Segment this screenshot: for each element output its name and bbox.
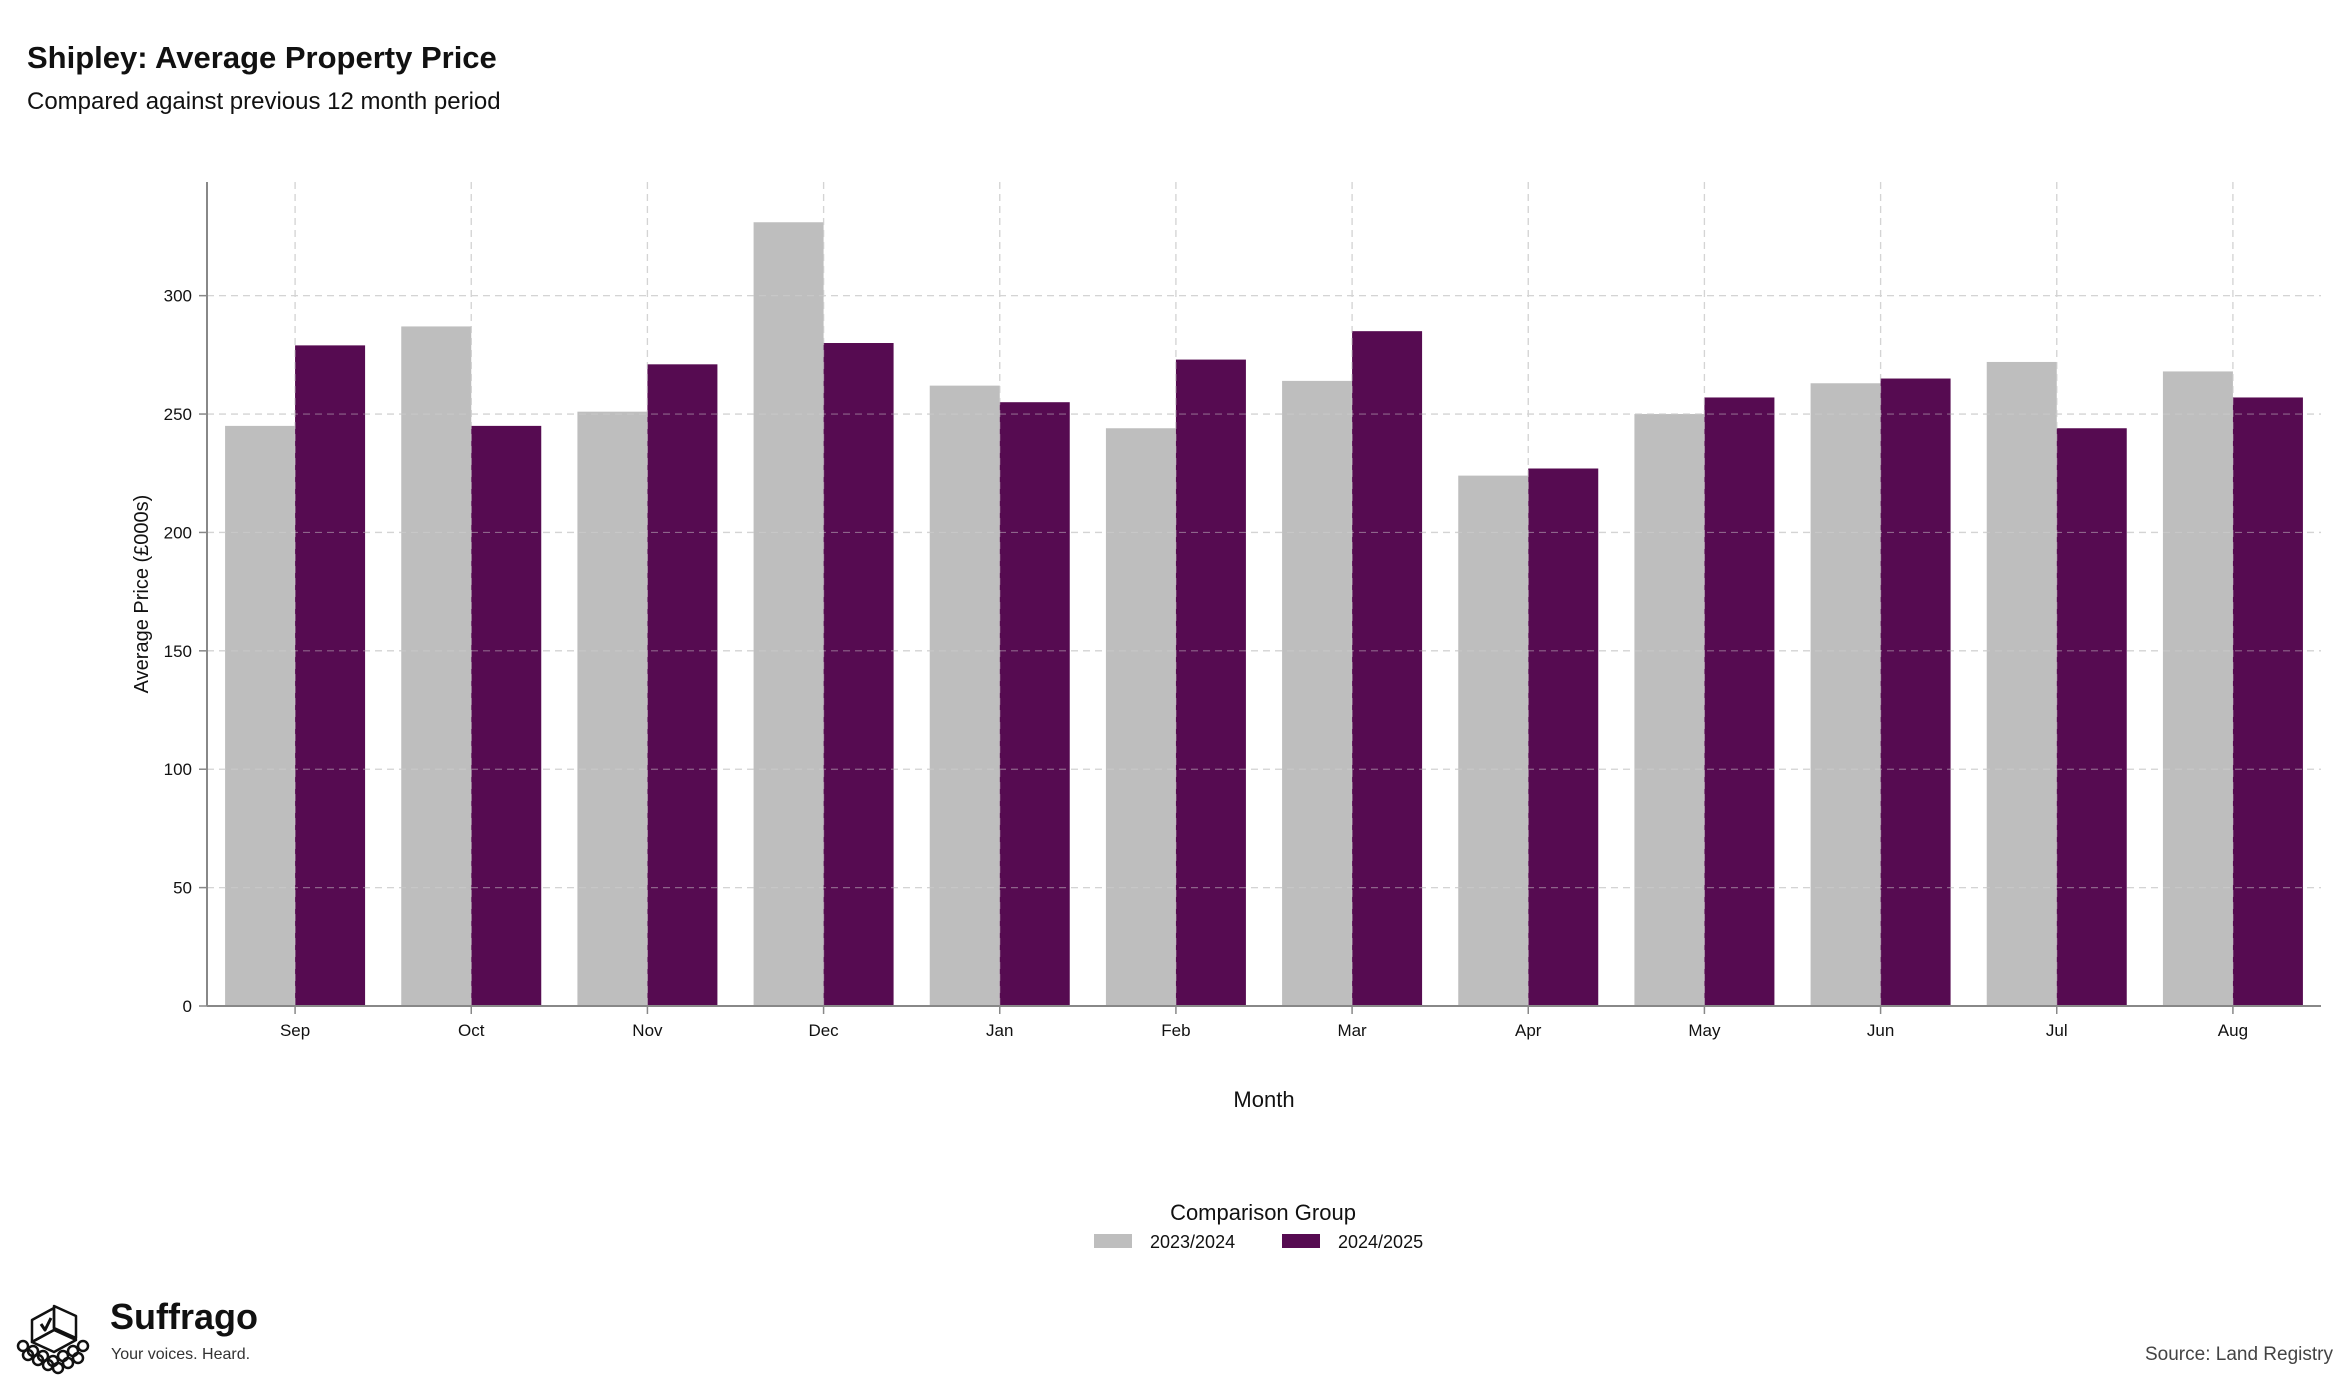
- bar-sep-2024-2025: [295, 345, 366, 1007]
- x-tick-label-dec: Dec: [808, 1021, 839, 1040]
- bar-jan-2023-2024: [929, 385, 1000, 1006]
- suffrago-logo: Suffrago Your voices. Heard.: [14, 1296, 314, 1376]
- bar-dec-2024-2025: [823, 343, 894, 1007]
- bar-feb-2024-2025: [1175, 359, 1246, 1007]
- x-tick-label-jan: Jan: [986, 1021, 1013, 1040]
- bar-apr-2024-2025: [1528, 468, 1599, 1006]
- bar-feb-2023-2024: [1105, 428, 1176, 1006]
- y-tick-label: 200: [164, 523, 192, 542]
- bar-dec-2023-2024: [753, 222, 824, 1006]
- legend-title: Comparison Group: [1170, 1200, 1356, 1225]
- bar-apr-2023-2024: [1458, 475, 1529, 1006]
- x-tick-label-oct: Oct: [458, 1021, 485, 1040]
- source-note: Source: Land Registry: [2145, 1344, 2333, 1365]
- bar-mar-2023-2024: [1282, 380, 1353, 1006]
- bar-oct-2023-2024: [401, 326, 472, 1006]
- logo-tagline: Your voices. Heard.: [111, 1346, 251, 1363]
- bar-jul-2023-2024: [1986, 361, 2057, 1007]
- legend-swatch-2024-2025: [1282, 1234, 1320, 1248]
- bar-nov-2023-2024: [577, 411, 648, 1006]
- bar-aug-2023-2024: [2162, 371, 2233, 1006]
- x-tick-label-apr: Apr: [1515, 1021, 1542, 1040]
- x-tick-label-may: May: [1688, 1021, 1721, 1040]
- x-tick-label-mar: Mar: [1337, 1021, 1367, 1040]
- legend-label-2024-2025: 2024/2025: [1338, 1232, 1423, 1252]
- y-axis-title: Average Price (£000s): [131, 495, 153, 694]
- y-tick-label: 100: [164, 760, 192, 779]
- bar-jun-2024-2025: [1880, 378, 1951, 1006]
- legend-swatch-2023-2024: [1094, 1234, 1132, 1248]
- bar-aug-2024-2025: [2232, 397, 2303, 1006]
- bar-jul-2024-2025: [2056, 428, 2127, 1006]
- chart-subtitle: Compared against previous 12 month perio…: [27, 88, 501, 115]
- x-tick-label-jul: Jul: [2046, 1021, 2068, 1040]
- ballot-box-icon: [16, 1304, 90, 1375]
- bar-may-2024-2025: [1704, 397, 1775, 1006]
- x-tick-label-sep: Sep: [280, 1021, 310, 1040]
- y-tick-label: 150: [164, 642, 192, 661]
- x-tick-label-aug: Aug: [2218, 1021, 2248, 1040]
- legend-label-2023-2024: 2023/2024: [1150, 1232, 1235, 1252]
- bar-oct-2024-2025: [471, 425, 542, 1006]
- bar-mar-2024-2025: [1352, 331, 1423, 1006]
- bar-nov-2024-2025: [647, 364, 718, 1006]
- x-tick-label-jun: Jun: [1867, 1021, 1894, 1040]
- x-axis-title: Month: [1233, 1087, 1294, 1112]
- y-tick-label: 50: [173, 879, 192, 898]
- bar-may-2023-2024: [1634, 414, 1705, 1006]
- x-tick-label-feb: Feb: [1161, 1021, 1190, 1040]
- bar-jun-2023-2024: [1810, 383, 1881, 1006]
- chart-title: Shipley: Average Property Price: [27, 40, 497, 75]
- y-tick-label: 0: [183, 997, 192, 1016]
- y-tick-label: 250: [164, 405, 192, 424]
- x-tick-label-nov: Nov: [632, 1021, 663, 1040]
- logo-name: Suffrago: [110, 1296, 258, 1337]
- bar-jan-2024-2025: [999, 402, 1070, 1006]
- y-tick-label: 300: [164, 287, 192, 306]
- bar-sep-2023-2024: [225, 425, 296, 1006]
